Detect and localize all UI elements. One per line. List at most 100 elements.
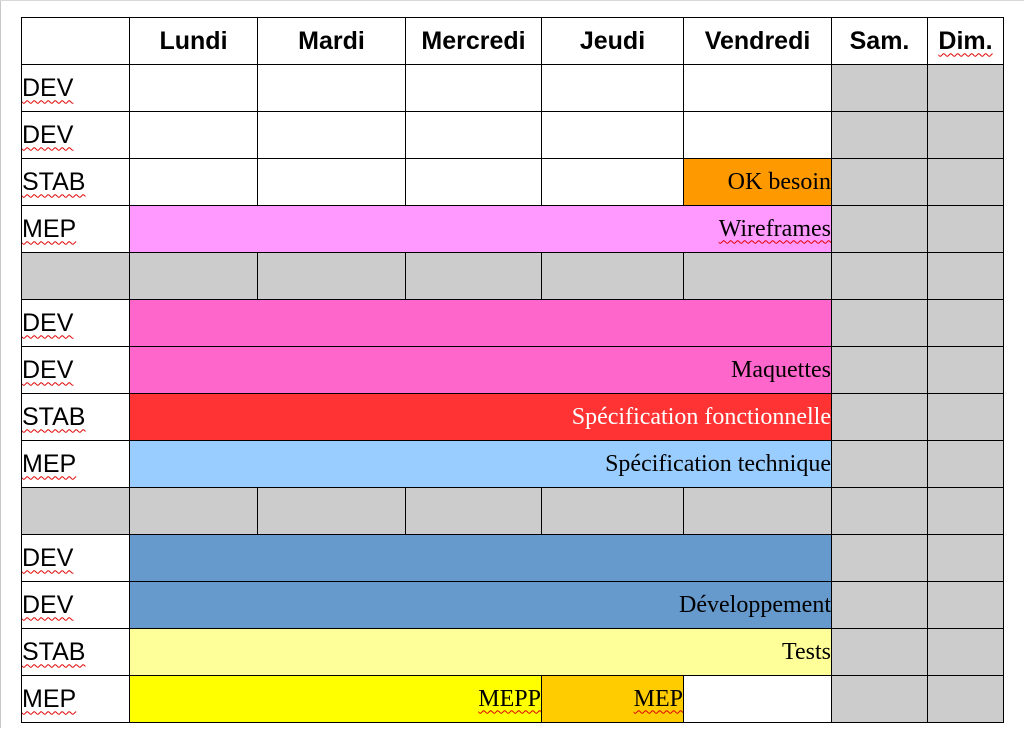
header-day-mercredi[interactable]: Mercredi: [405, 17, 542, 65]
weekend-cell[interactable]: [831, 534, 928, 582]
table-row: DEV: [21, 64, 1004, 112]
separator-cell[interactable]: [257, 252, 406, 300]
weekend-cell[interactable]: [927, 675, 1004, 723]
task-wireframes[interactable]: Wireframes: [129, 205, 832, 253]
row-label-cell[interactable]: STAB: [21, 628, 130, 676]
weekend-cell[interactable]: [831, 158, 928, 206]
separator-cell[interactable]: [21, 252, 130, 300]
empty-cell[interactable]: [129, 111, 258, 159]
separator-row: [21, 252, 1004, 300]
empty-cell[interactable]: [405, 111, 542, 159]
screenshot-bottom-crop: [0, 728, 1024, 736]
task-ok-besoin[interactable]: OK besoin: [683, 158, 832, 206]
empty-cell[interactable]: [541, 111, 684, 159]
task-mep[interactable]: MEP: [541, 675, 684, 723]
empty-cell[interactable]: [541, 158, 684, 206]
page-top-edge: [0, 0, 1024, 1]
table-row: MEP Wireframes: [21, 205, 1004, 253]
table-row: DEV: [21, 534, 1004, 582]
weekend-cell[interactable]: [831, 111, 928, 159]
separator-cell[interactable]: [927, 252, 1004, 300]
header-day-samedi[interactable]: Sam.: [831, 17, 928, 65]
separator-cell[interactable]: [831, 487, 928, 535]
task-developpement[interactable]: Développement: [129, 581, 832, 629]
weekend-cell[interactable]: [831, 581, 928, 629]
table-row: DEV: [21, 299, 1004, 347]
weekend-cell[interactable]: [927, 393, 1004, 441]
task-tests[interactable]: Tests: [129, 628, 832, 676]
weekend-cell[interactable]: [831, 675, 928, 723]
weekend-cell[interactable]: [927, 346, 1004, 394]
empty-cell[interactable]: [257, 111, 406, 159]
task-developpement-bar[interactable]: [129, 534, 832, 582]
empty-cell[interactable]: [683, 111, 832, 159]
weekend-cell[interactable]: [927, 440, 1004, 488]
row-label-cell[interactable]: MEP: [21, 440, 130, 488]
table-row: DEV Maquettes: [21, 346, 1004, 394]
separator-cell[interactable]: [129, 252, 258, 300]
weekend-cell[interactable]: [831, 299, 928, 347]
empty-cell[interactable]: [257, 64, 406, 112]
row-label-cell[interactable]: DEV: [21, 111, 130, 159]
empty-cell[interactable]: [405, 158, 542, 206]
weekend-cell[interactable]: [927, 205, 1004, 253]
empty-cell[interactable]: [683, 64, 832, 112]
weekend-cell[interactable]: [927, 111, 1004, 159]
separator-cell[interactable]: [541, 252, 684, 300]
table-row: STAB Spécification fonctionnelle: [21, 393, 1004, 441]
separator-cell[interactable]: [405, 252, 542, 300]
task-mepp[interactable]: MEPP: [129, 675, 542, 723]
separator-cell[interactable]: [129, 487, 258, 535]
row-label-cell[interactable]: STAB: [21, 158, 130, 206]
separator-cell[interactable]: [405, 487, 542, 535]
empty-cell[interactable]: [129, 158, 258, 206]
empty-cell[interactable]: [541, 64, 684, 112]
separator-cell[interactable]: [683, 487, 832, 535]
weekend-cell[interactable]: [831, 628, 928, 676]
header-day-vendredi[interactable]: Vendredi: [683, 17, 832, 65]
separator-cell[interactable]: [927, 487, 1004, 535]
empty-cell[interactable]: [405, 64, 542, 112]
row-label-cell[interactable]: DEV: [21, 581, 130, 629]
task-maquettes[interactable]: Maquettes: [129, 346, 832, 394]
row-label-cell[interactable]: DEV: [21, 346, 130, 394]
weekend-cell[interactable]: [927, 64, 1004, 112]
header-day-dimanche[interactable]: Dim.: [927, 17, 1004, 65]
separator-cell[interactable]: [21, 487, 130, 535]
row-label-cell[interactable]: MEP: [21, 675, 130, 723]
weekend-cell[interactable]: [927, 581, 1004, 629]
weekend-cell[interactable]: [831, 205, 928, 253]
task-specification-fonctionnelle[interactable]: Spécification fonctionnelle: [129, 393, 832, 441]
table-row: MEP Spécification technique: [21, 440, 1004, 488]
weekly-schedule-table: Lundi Mardi Mercredi Jeudi Vendredi Sam.…: [21, 17, 1004, 723]
weekend-cell[interactable]: [927, 534, 1004, 582]
page-left-edge: [0, 0, 1, 736]
separator-cell[interactable]: [257, 487, 406, 535]
weekend-cell[interactable]: [927, 299, 1004, 347]
table-row: DEV Développement: [21, 581, 1004, 629]
task-specification-technique[interactable]: Spécification technique: [129, 440, 832, 488]
weekend-cell[interactable]: [831, 393, 928, 441]
weekend-cell[interactable]: [831, 64, 928, 112]
empty-cell[interactable]: [129, 64, 258, 112]
separator-cell[interactable]: [831, 252, 928, 300]
table-row: MEP MEPP MEP: [21, 675, 1004, 723]
weekend-cell[interactable]: [927, 158, 1004, 206]
separator-cell[interactable]: [683, 252, 832, 300]
row-label-cell[interactable]: STAB: [21, 393, 130, 441]
row-label-cell[interactable]: DEV: [21, 534, 130, 582]
header-corner-cell[interactable]: [21, 17, 130, 65]
header-day-lundi[interactable]: Lundi: [129, 17, 258, 65]
weekend-cell[interactable]: [927, 628, 1004, 676]
empty-cell[interactable]: [257, 158, 406, 206]
row-label-cell[interactable]: DEV: [21, 64, 130, 112]
header-day-jeudi[interactable]: Jeudi: [541, 17, 684, 65]
weekend-cell[interactable]: [831, 346, 928, 394]
row-label-cell[interactable]: DEV: [21, 299, 130, 347]
empty-cell[interactable]: [683, 675, 832, 723]
row-label-cell[interactable]: MEP: [21, 205, 130, 253]
separator-cell[interactable]: [541, 487, 684, 535]
task-maquettes-bar[interactable]: [129, 299, 832, 347]
weekend-cell[interactable]: [831, 440, 928, 488]
header-day-mardi[interactable]: Mardi: [257, 17, 406, 65]
